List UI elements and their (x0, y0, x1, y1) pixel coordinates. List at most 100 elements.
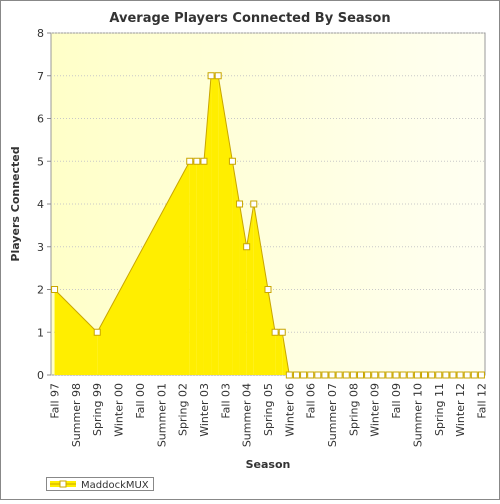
x-tick-label: Summer 04 (241, 383, 254, 447)
point-marker (93, 328, 101, 336)
x-tick-label: Winter 06 (283, 383, 296, 437)
line-segment (96, 161, 191, 333)
point-marker (470, 371, 478, 379)
point-marker (399, 371, 407, 379)
point-marker (236, 200, 244, 208)
point-marker (406, 371, 414, 379)
point-marker (442, 371, 450, 379)
point-marker (392, 371, 400, 379)
point-marker (285, 371, 293, 379)
point-marker (314, 371, 322, 379)
point-marker (271, 328, 279, 336)
point-marker (200, 157, 208, 165)
x-tick-label: Fall 09 (390, 383, 403, 419)
x-tick-label: Spring 02 (177, 383, 190, 436)
point-marker (214, 72, 222, 80)
area-segment (275, 332, 283, 375)
y-tick-label: 5 (37, 155, 44, 168)
area-segment (97, 161, 190, 375)
x-tick-label: Spring 11 (433, 383, 446, 436)
area-segment (196, 161, 204, 375)
point-marker (477, 371, 485, 379)
x-tick-label: Summer 98 (70, 383, 83, 447)
y-tick-label: 0 (37, 369, 44, 382)
point-marker (186, 157, 194, 165)
line-segment (253, 203, 269, 290)
point-marker (371, 371, 379, 379)
point-marker (193, 157, 201, 165)
x-tick-label: Fall 12 (475, 383, 488, 419)
line-segment (203, 75, 212, 162)
point-marker (378, 371, 386, 379)
point-marker (356, 371, 364, 379)
point-marker (278, 328, 286, 336)
y-tick-label: 2 (37, 284, 44, 297)
area-segment (211, 75, 219, 375)
area-segment (189, 161, 197, 375)
point-marker (456, 371, 464, 379)
point-marker (349, 371, 357, 379)
x-tick-label: Summer 07 (326, 383, 339, 447)
legend-marker (59, 480, 67, 488)
x-tick-label: Fall 97 (49, 383, 62, 419)
y-tick-label: 6 (37, 113, 44, 126)
point-marker (342, 371, 350, 379)
x-tick-label: Fall 00 (134, 383, 147, 419)
y-axis-label: Players Connected (9, 146, 22, 261)
point-marker (243, 243, 251, 251)
point-marker (228, 157, 236, 165)
point-marker (300, 371, 308, 379)
x-tick-label: Spring 05 (262, 383, 275, 436)
area-segment (268, 289, 276, 375)
point-marker (364, 371, 372, 379)
line-segment (281, 332, 290, 376)
point-marker (413, 371, 421, 379)
chart-title: Average Players Connected By Season (109, 11, 390, 26)
x-tick-label: Summer 01 (155, 383, 168, 447)
point-marker (435, 371, 443, 379)
x-tick-label: Spring 99 (91, 383, 104, 436)
line-segment (217, 75, 233, 162)
area-segment (218, 75, 233, 375)
point-marker (449, 371, 457, 379)
point-marker (307, 371, 315, 379)
x-tick-label: Summer 10 (411, 383, 424, 447)
legend-label: MaddockMUX (81, 480, 149, 491)
point-marker (421, 371, 429, 379)
point-marker (335, 371, 343, 379)
point-marker (428, 371, 436, 379)
x-tick-label: Winter 12 (454, 383, 467, 437)
line-segment (231, 161, 241, 205)
legend (46, 477, 154, 491)
point-marker (51, 286, 59, 293)
line-segment (54, 289, 98, 333)
area-segment (203, 75, 212, 375)
area-segment (232, 161, 240, 375)
x-tick-label: Winter 09 (369, 383, 382, 437)
line-segment (246, 203, 255, 247)
y-tick-label: 8 (37, 27, 44, 40)
point-marker (328, 371, 336, 379)
point-marker (264, 286, 272, 293)
x-tick-label: Winter 03 (198, 383, 211, 437)
x-tick-label: Winter 00 (113, 383, 126, 437)
x-tick-label: Fall 06 (305, 383, 318, 419)
x-tick-label: Spring 08 (347, 383, 360, 436)
y-tick-label: 4 (37, 198, 44, 211)
point-marker (207, 72, 215, 80)
line-segment (239, 203, 248, 247)
y-tick-label: 3 (37, 241, 44, 254)
line-segment (267, 289, 276, 333)
point-marker (463, 371, 471, 379)
point-marker (292, 371, 300, 379)
point-marker (385, 371, 393, 379)
y-tick-label: 1 (37, 326, 44, 339)
area-segment (253, 204, 268, 375)
x-tick-label: Fall 03 (219, 383, 232, 419)
point-marker (250, 200, 258, 208)
x-axis-label: Season (246, 458, 291, 471)
point-marker (321, 371, 329, 379)
area-segment (54, 289, 98, 375)
y-tick-label: 7 (37, 70, 44, 83)
